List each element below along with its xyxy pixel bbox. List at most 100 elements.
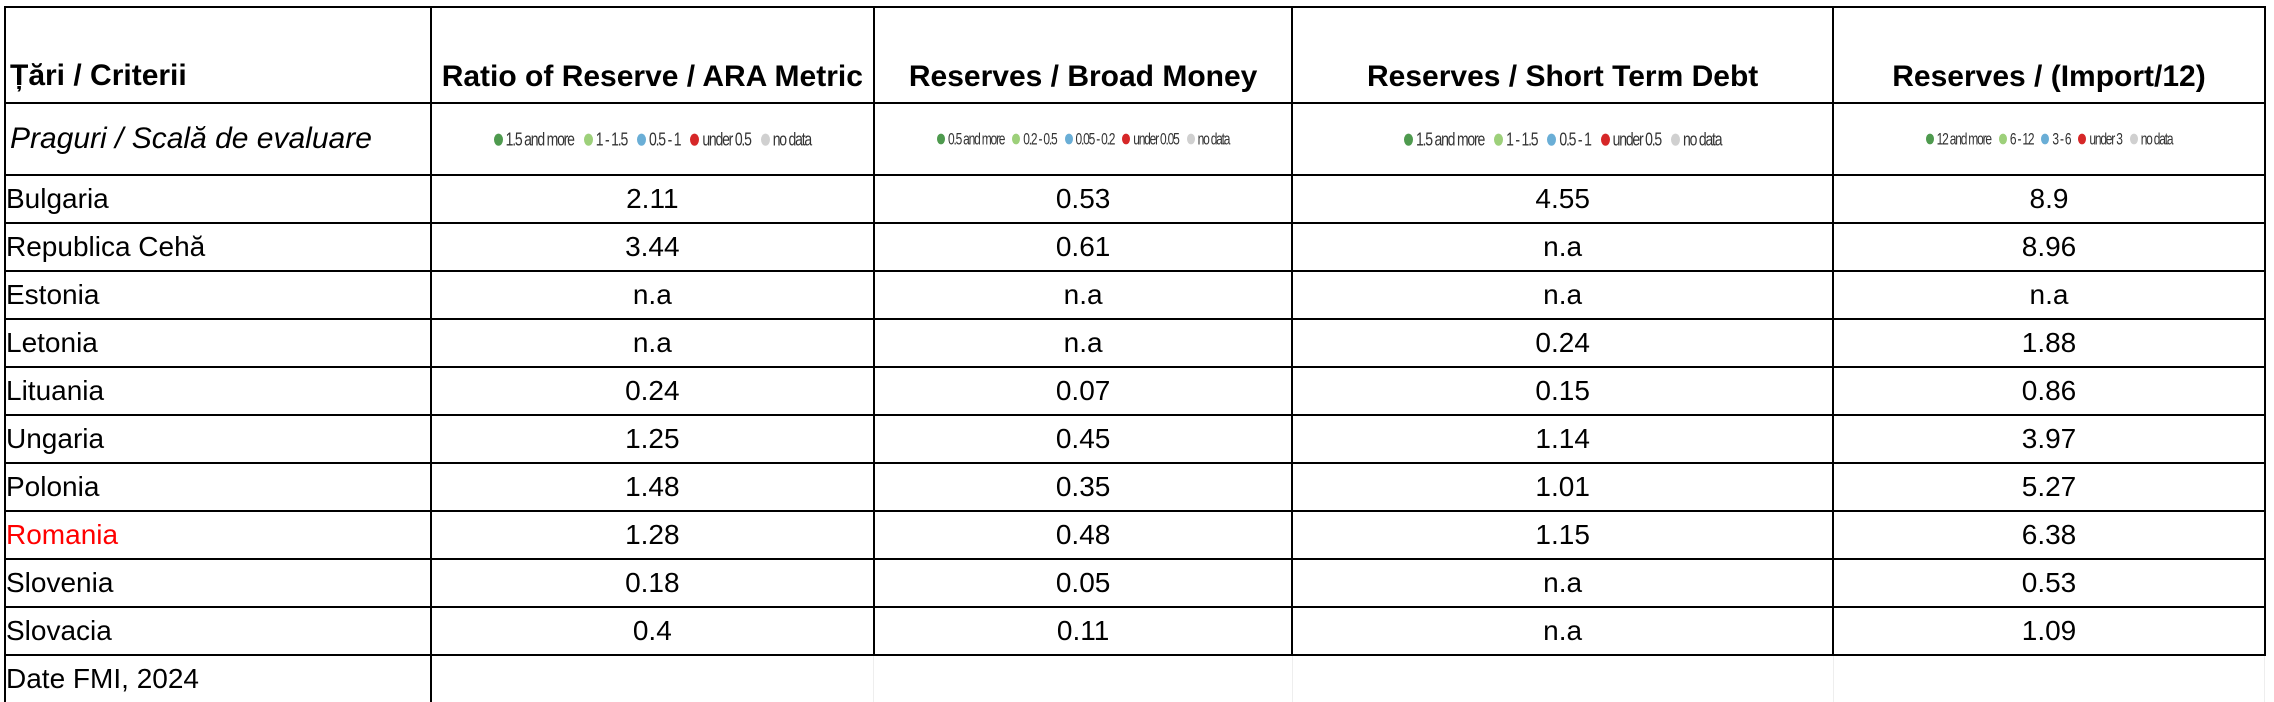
legend-dot-icon	[493, 132, 503, 146]
value-cell[interactable]: 0.4	[429, 606, 875, 656]
legend-cell[interactable]: 1.5 and more 1 - 1.5 0.5 - 1 under 0.5 no da…	[429, 102, 875, 176]
country-cell[interactable]: Bulgaria	[4, 174, 432, 224]
legend-label: under 3	[2089, 129, 2123, 149]
source-note[interactable]: Date FMI, 2024	[4, 655, 432, 702]
value-cell[interactable]: n.a	[872, 318, 1294, 368]
empty-cell[interactable]	[430, 655, 875, 702]
column-header-cell[interactable]: Ratio of Reserve / ARA Metric	[429, 6, 875, 104]
empty-cell[interactable]	[1833, 655, 2266, 702]
table-row: Lituania 0.24 0.07 0.15 0.86	[4, 366, 2273, 416]
legend-dot-icon	[2041, 133, 2050, 145]
corner-header: Țări / Criterii	[10, 59, 187, 92]
corner-header-cell[interactable]: Țări / Criterii	[4, 6, 432, 104]
legend-label: 0.5 - 1	[1559, 128, 1592, 150]
value-cell[interactable]: 1.01	[1291, 462, 1835, 512]
country-cell[interactable]: Polonia	[4, 462, 432, 512]
country-cell[interactable]: Lituania	[4, 366, 432, 416]
legend-item: under 0.05	[1122, 129, 1180, 149]
country-cell[interactable]: Ungaria	[4, 414, 432, 464]
value-cell[interactable]: 0.24	[429, 366, 875, 416]
legend-label: 1.5 and more	[1415, 128, 1485, 150]
country-cell[interactable]: Republica Cehă	[4, 222, 432, 272]
legend-item: 1.5 and more	[493, 128, 575, 150]
country-cell[interactable]: Romania	[4, 510, 432, 560]
value-cell[interactable]: 0.48	[872, 510, 1294, 560]
legend-label: 0.2 - 0.5	[1023, 129, 1057, 149]
value-cell[interactable]: 0.45	[872, 414, 1294, 464]
value-cell[interactable]: 0.86	[1832, 366, 2266, 416]
reserves-table: Țări / Criterii Ratio of Reserve / ARA M…	[4, 6, 2274, 702]
value-cell[interactable]: 0.07	[872, 366, 1294, 416]
column-header-cell[interactable]: Reserves / Broad Money	[872, 6, 1294, 104]
table-row: Romania 1.28 0.48 1.15 6.38	[4, 510, 2273, 560]
value-cell[interactable]: 0.24	[1291, 318, 1835, 368]
value-cell[interactable]: 8.9	[1832, 174, 2266, 224]
value-cell[interactable]: 0.61	[872, 222, 1294, 272]
column-header-cell[interactable]: Reserves / Short Term Debt	[1291, 6, 1835, 104]
legend-cell[interactable]: 0.5 and more 0.2 - 0.5 0.05 - 0.2 under 0.0…	[872, 102, 1294, 176]
scale-label: Praguri / Scală de evaluare	[10, 122, 372, 155]
table-row: Estonia n.a n.a n.a n.a	[4, 270, 2273, 320]
column-header-cell[interactable]: Reserves / (Import/12)	[1832, 6, 2266, 104]
value-cell[interactable]: 0.11	[872, 606, 1294, 656]
table-row: Polonia 1.48 0.35 1.01 5.27	[4, 462, 2273, 512]
value-cell[interactable]: 0.53	[872, 174, 1294, 224]
value-cell[interactable]: 1.88	[1832, 318, 2266, 368]
value-cell[interactable]: n.a	[1291, 606, 1835, 656]
country-cell[interactable]: Letonia	[4, 318, 432, 368]
empty-cell[interactable]	[873, 655, 1293, 702]
country-cell[interactable]: Estonia	[4, 270, 432, 320]
value-cell[interactable]: 2.11	[429, 174, 875, 224]
value-cell[interactable]: 1.09	[1832, 606, 2266, 656]
column-header-broad-money: Reserves / Broad Money	[908, 60, 1258, 93]
legend-item: 3 - 6	[2041, 130, 2072, 148]
legend-label: 1 - 1.5	[1506, 128, 1539, 150]
value-cell[interactable]: 6.38	[1832, 510, 2266, 560]
legend-label: under 0.05	[1133, 129, 1180, 149]
legend-item: under 0.5	[690, 128, 752, 150]
legend-dot-icon	[1671, 132, 1681, 146]
legend-item: 6 - 12	[1998, 129, 2035, 149]
country-cell[interactable]: Slovenia	[4, 558, 432, 608]
value-cell[interactable]: 0.35	[872, 462, 1294, 512]
value-cell[interactable]: 3.97	[1832, 414, 2266, 464]
value-cell[interactable]: n.a	[1291, 270, 1835, 320]
legend-item: 0.5 and more	[936, 130, 1005, 148]
value-cell[interactable]: 1.28	[429, 510, 875, 560]
legend-short-term-debt: 1.5 and more 1 - 1.5 0.5 - 1 under 0.5 no da…	[1294, 128, 1831, 150]
value-cell[interactable]: n.a	[1291, 222, 1835, 272]
legend-dot-icon	[1012, 133, 1021, 145]
value-cell[interactable]: 1.14	[1291, 414, 1835, 464]
column-header-import: Reserves / (Import/12)	[1892, 60, 2206, 93]
legend-label: 0.05 - 0.2	[1075, 129, 1116, 149]
value-cell[interactable]: n.a	[1832, 270, 2266, 320]
legend-cell[interactable]: 1.5 and more 1 - 1.5 0.5 - 1 under 0.5 no da…	[1291, 102, 1835, 176]
value-cell[interactable]: 1.25	[429, 414, 875, 464]
legend-item: 0.05 - 0.2	[1064, 129, 1116, 149]
legend-label: 6 - 12	[2009, 129, 2035, 149]
empty-cell[interactable]	[1292, 655, 1834, 702]
value-cell[interactable]: 0.53	[1832, 558, 2266, 608]
value-cell[interactable]: 8.96	[1832, 222, 2266, 272]
value-cell[interactable]: 0.18	[429, 558, 875, 608]
value-cell[interactable]: 3.44	[429, 222, 875, 272]
value-cell[interactable]: 5.27	[1832, 462, 2266, 512]
value-cell[interactable]: 1.48	[429, 462, 875, 512]
legend-label: under 0.5	[1612, 128, 1663, 150]
value-cell[interactable]: 4.55	[1291, 174, 1835, 224]
value-cell[interactable]: n.a	[1291, 558, 1835, 608]
value-cell[interactable]: n.a	[872, 270, 1294, 320]
legend-item: 0.5 - 1	[637, 128, 682, 150]
value-cell[interactable]: n.a	[429, 318, 875, 368]
country-cell[interactable]: Slovacia	[4, 606, 432, 656]
value-cell[interactable]: 1.15	[1291, 510, 1835, 560]
value-cell[interactable]: 0.05	[872, 558, 1294, 608]
legend-dot-icon	[690, 132, 700, 146]
table-row: Ungaria 1.25 0.45 1.14 3.97	[4, 414, 2273, 464]
scale-label-cell[interactable]: Praguri / Scală de evaluare	[4, 102, 432, 176]
legend-cell[interactable]: 12 and more 6 - 12 3 - 6 under 3 no data	[1832, 102, 2266, 176]
legend-broad-money: 0.5 and more 0.2 - 0.5 0.05 - 0.2 under 0.0…	[876, 129, 1290, 149]
value-cell[interactable]: n.a	[429, 270, 875, 320]
value-cell[interactable]: 0.15	[1291, 366, 1835, 416]
